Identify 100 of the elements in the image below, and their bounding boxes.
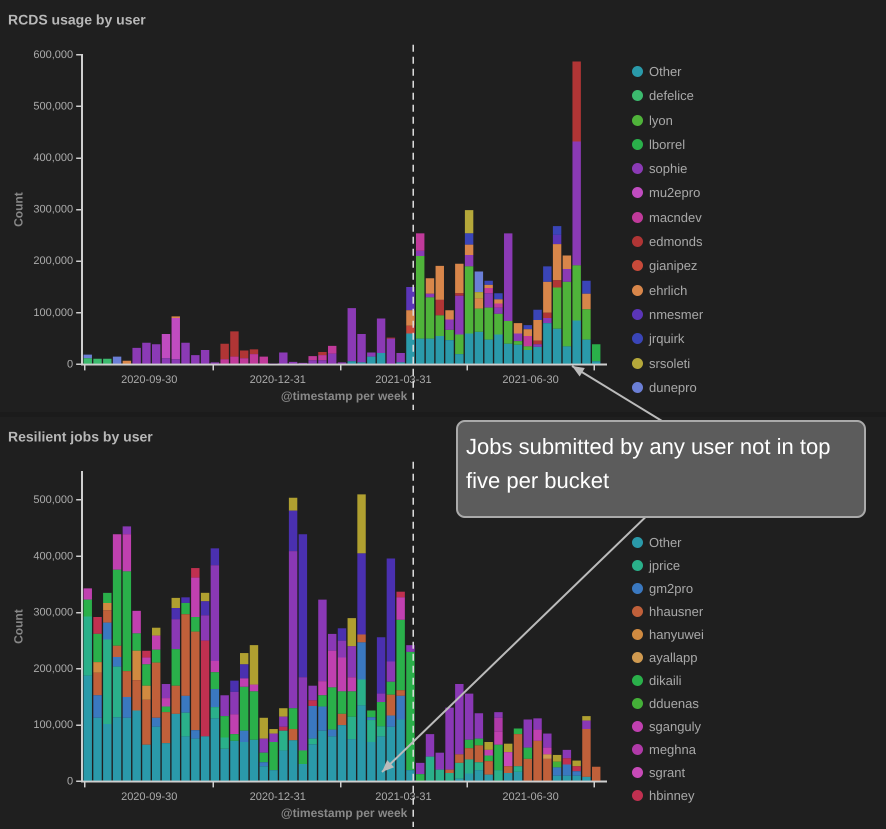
bar — [543, 748, 552, 754]
bar — [484, 284, 493, 288]
x-tick-label: 2020-12-31 — [250, 791, 306, 804]
bar — [84, 354, 92, 358]
bar — [122, 526, 132, 534]
y-tick-label: 0 — [67, 358, 74, 370]
bar — [376, 694, 386, 702]
bar — [494, 304, 503, 308]
bar — [318, 352, 327, 356]
bar — [172, 619, 180, 650]
legend-label: Other — [648, 63, 683, 81]
bar — [484, 288, 493, 294]
bar — [455, 264, 464, 294]
bar — [416, 774, 424, 781]
bar — [142, 658, 151, 664]
bar — [552, 762, 562, 768]
bar — [416, 250, 424, 256]
y-tick-label: 600,000 — [33, 48, 74, 61]
bar — [279, 730, 288, 750]
bar — [132, 650, 141, 680]
x-tick-label: 2020-12-31 — [250, 374, 306, 386]
x-tick-label: 2021-06-30 — [502, 791, 559, 804]
bar — [396, 597, 405, 620]
bar — [93, 634, 102, 662]
y-tick-label: 200,000 — [33, 662, 74, 675]
bar — [210, 672, 220, 690]
bar — [162, 684, 170, 698]
bar — [504, 744, 512, 752]
bar — [416, 233, 424, 251]
bar — [562, 750, 572, 758]
bar — [416, 762, 424, 774]
bar — [357, 553, 366, 634]
bar — [112, 656, 122, 667]
bar — [210, 660, 220, 672]
bar — [288, 708, 298, 730]
legend-label: meghna — [648, 741, 697, 759]
legend-label: ayallapp — [648, 649, 698, 667]
bar — [543, 282, 552, 313]
bar — [220, 737, 229, 749]
y-tick-label: 100,000 — [33, 306, 74, 319]
bar — [288, 729, 298, 740]
bar — [308, 738, 317, 744]
legend-label: hanyuwei — [648, 626, 704, 644]
legend-label: hhausner — [648, 603, 704, 621]
y-axis-title: Count — [12, 192, 26, 227]
bar — [396, 592, 405, 598]
y-tick-label: 500,000 — [33, 100, 74, 112]
bar — [200, 640, 210, 736]
bar — [210, 548, 220, 566]
bar — [298, 750, 308, 764]
bar — [367, 717, 376, 720]
bar — [181, 712, 190, 736]
bar — [464, 244, 474, 256]
bar — [172, 608, 180, 620]
bar — [181, 602, 190, 614]
bar — [504, 752, 512, 766]
bar — [191, 617, 200, 632]
bar — [514, 766, 522, 772]
legend-label: mu2epro — [648, 184, 702, 202]
bar — [112, 356, 122, 364]
legend-label: nmesmer — [648, 306, 704, 324]
legend-label: defelice — [648, 87, 695, 106]
legend-label: sgrant — [648, 764, 686, 782]
y-tick-label: 400,000 — [33, 152, 74, 164]
bar — [524, 325, 532, 330]
y-tick-label: 100,000 — [33, 719, 74, 732]
bar — [338, 628, 346, 641]
bar — [142, 664, 151, 686]
bar — [93, 672, 102, 696]
bar — [162, 698, 170, 707]
bar — [484, 742, 493, 750]
legend-label: sophie — [648, 160, 688, 178]
bar — [172, 598, 180, 608]
bar — [533, 310, 542, 320]
bar — [152, 636, 160, 650]
bar — [103, 602, 112, 610]
bar — [240, 730, 248, 742]
bar — [142, 650, 151, 658]
bar — [533, 340, 542, 344]
bar — [103, 622, 112, 640]
bar — [142, 686, 151, 700]
bar — [494, 299, 503, 304]
bar — [464, 255, 474, 266]
bar — [426, 294, 434, 298]
bar — [572, 141, 581, 266]
x-tick-label: 2020-09-30 — [121, 791, 178, 804]
bar — [200, 592, 210, 602]
bar — [210, 689, 220, 708]
bar — [524, 748, 532, 759]
y-tick-label: 500,000 — [33, 494, 74, 506]
bar — [84, 600, 92, 616]
bar — [436, 300, 444, 316]
chart-title: Resilient jobs by user — [8, 428, 154, 444]
bar — [230, 714, 239, 734]
bar — [152, 650, 160, 663]
bar — [592, 344, 600, 362]
bar — [210, 707, 220, 718]
x-tick-label: 2021-03-31 — [375, 374, 432, 386]
bar — [494, 712, 503, 718]
legend-label: srsoleti — [648, 354, 692, 373]
